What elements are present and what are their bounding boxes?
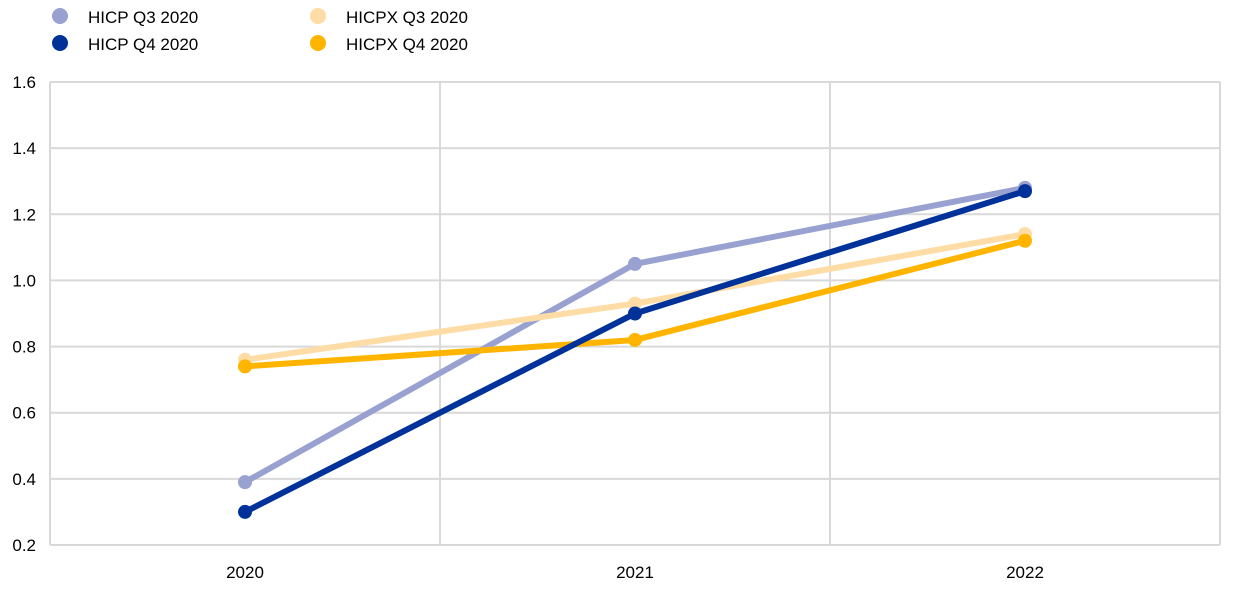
legend-label: HICP Q3 2020 <box>88 8 198 27</box>
legend-item: HICP Q4 2020 <box>52 35 198 54</box>
legend: HICP Q3 2020 HICP Q4 2020 HICPX Q3 2020 HIC… <box>52 8 468 54</box>
series-line <box>243 188 1026 515</box>
legend-marker <box>52 35 68 51</box>
legend-marker <box>310 8 326 24</box>
y-tick-label: 1.2 <box>12 205 36 224</box>
y-tick-label: 0.8 <box>12 338 36 357</box>
y-tick-label: 0.4 <box>12 470 36 489</box>
x-tick-label: 2020 <box>226 563 264 582</box>
legend-label: HICPX Q4 2020 <box>346 35 468 54</box>
legend-label: HICP Q4 2020 <box>88 35 198 54</box>
y-tick-label: 0.2 <box>12 536 36 555</box>
data-point <box>628 306 642 321</box>
data-point <box>238 475 252 490</box>
series-group <box>238 180 1032 519</box>
legend-item: HICP Q3 2020 <box>52 8 198 27</box>
series-hicp-q4-2020 <box>238 184 1032 519</box>
data-point <box>628 296 642 311</box>
legend-marker <box>52 8 68 24</box>
data-point <box>1018 184 1032 199</box>
y-tick-label: 1.4 <box>12 139 36 158</box>
data-point <box>628 332 642 347</box>
data-point <box>238 359 252 374</box>
y-tick-label: 1.0 <box>12 271 36 290</box>
x-axis: 2020 2021 2022 <box>226 563 1044 582</box>
data-point <box>628 256 642 271</box>
legend-item: HICPX Q4 2020 <box>310 35 468 54</box>
series-hicpx-q4-2020 <box>238 233 1032 374</box>
legend-marker <box>310 35 326 51</box>
legend-item: HICPX Q3 2020 <box>310 8 468 27</box>
data-point <box>1018 233 1032 248</box>
y-tick-label: 1.6 <box>12 73 36 92</box>
x-tick-label: 2021 <box>616 563 654 582</box>
x-tick-label: 2022 <box>1006 563 1044 582</box>
legend-label: HICPX Q3 2020 <box>346 8 468 27</box>
y-tick-label: 0.6 <box>12 404 36 423</box>
y-axis: 0.2 0.4 0.6 0.8 1.0 1.2 1.4 1.6 <box>12 73 36 555</box>
data-point <box>238 504 252 519</box>
